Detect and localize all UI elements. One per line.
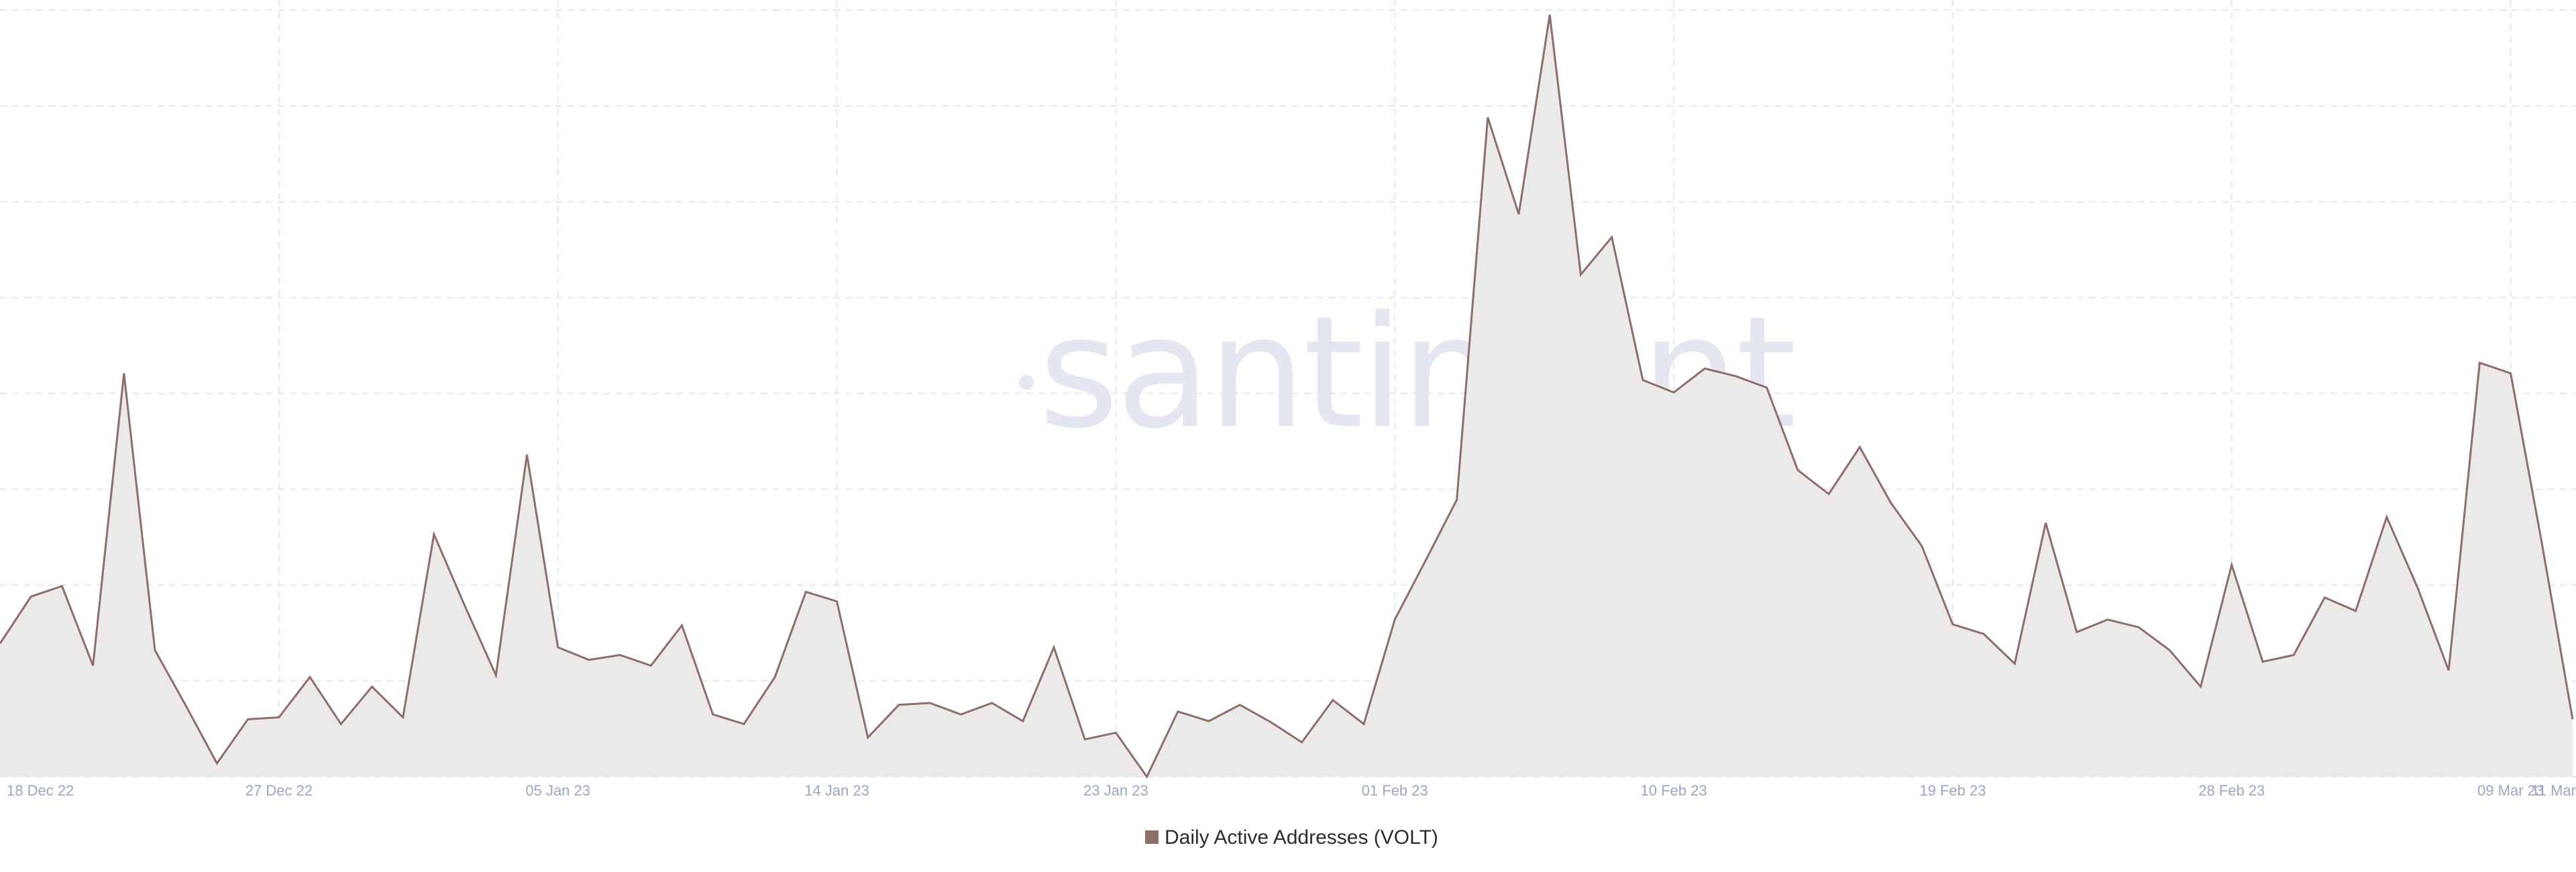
x-tick-label: 23 Jan 23: [1083, 782, 1148, 799]
x-tick-label: 19 Feb 23: [1919, 782, 1986, 799]
area-fill: [0, 15, 2573, 777]
x-tick-label: 09 Mar 23: [2477, 782, 2544, 799]
x-tick-label: 11 Mar: [2531, 782, 2576, 799]
watermark-dot: [1019, 375, 1034, 390]
x-tick-label: 14 Jan 23: [804, 782, 869, 799]
x-tick-label: 18 Dec 22: [7, 782, 74, 799]
x-tick-label: 01 Feb 23: [1362, 782, 1428, 799]
x-tick-label: 28 Feb 23: [2198, 782, 2265, 799]
legend-marker: [1145, 830, 1159, 844]
x-tick-label: 05 Jan 23: [525, 782, 590, 799]
legend: Daily Active Addresses (VOLT): [1145, 826, 1438, 849]
x-tick-label: 27 Dec 22: [246, 782, 313, 799]
line: [0, 14, 2574, 779]
x-tick-label: 10 Feb 23: [1641, 782, 1707, 799]
x-axis: 18 Dec 22 27 Dec 22 05 Jan 23 14 Jan 23 23 J…: [7, 782, 2576, 799]
plot: [0, 14, 2574, 779]
legend-label: Daily Active Addresses (VOLT): [1165, 826, 1438, 849]
